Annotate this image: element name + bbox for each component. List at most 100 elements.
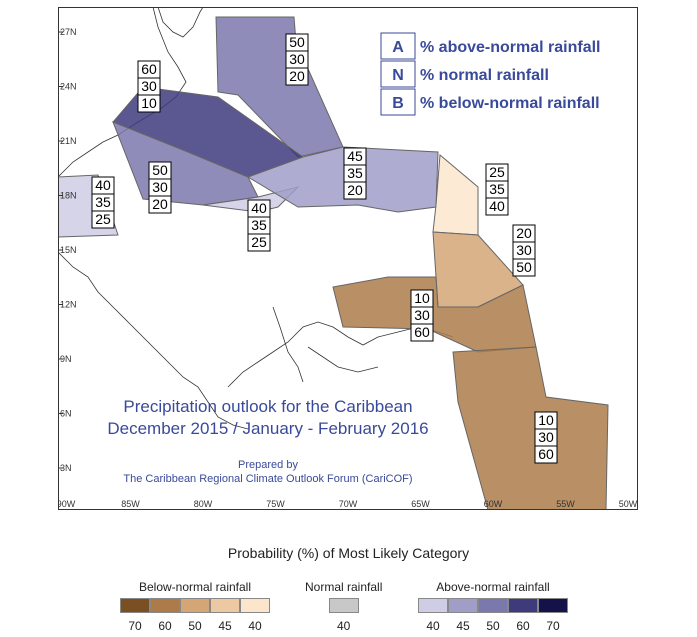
- scale-normal-label: Normal rainfall: [305, 580, 383, 594]
- category-key: A N B % above-normal rainfall % normal r…: [380, 32, 601, 116]
- title-line-1: Precipitation outlook for the Caribbean: [123, 397, 412, 416]
- longitude-ticks: 90W 85W 80W 75W 70W 65W 60W 55W 50W: [58, 499, 638, 509]
- scale-swatch: [538, 598, 568, 613]
- map-frame: 27N 24N 21N 18N 15N 12N 9N 6N 3N 90W 85W 80W 75W 70W…: [58, 7, 638, 510]
- scale-value: 50: [486, 619, 500, 633]
- prob-cell: [148, 195, 172, 214]
- scale-below-label: Below-normal rainfall: [138, 580, 252, 594]
- key-letter-above: A: [392, 39, 404, 56]
- scale-swatch: [418, 598, 448, 613]
- prob-normal: 35: [95, 194, 111, 210]
- prob-below: 10: [141, 95, 157, 111]
- scale-above-label: Above-normal rainfall: [436, 580, 550, 594]
- florida-outline: [157, 7, 204, 38]
- scale-normal: Normal rainfall 40: [305, 580, 382, 633]
- scale-swatch: [240, 598, 270, 613]
- scale-value: 40: [426, 619, 440, 633]
- map-border: [58, 7, 638, 510]
- prob-above: 40: [95, 177, 111, 193]
- prob-above: 50: [289, 34, 305, 50]
- caribbean-map: 27N 24N 21N 18N 15N 12N 9N 6N 3N 90W 85W 80W 75W 70W…: [58, 7, 638, 510]
- prob-normal: 30: [516, 242, 532, 258]
- prepared-by-org: The Caribbean Regional Climate Outlook F…: [123, 473, 412, 485]
- lat-tick-label: 15N: [60, 245, 77, 255]
- key-letter-below: B: [392, 95, 404, 112]
- prob-normal: 35: [489, 181, 505, 197]
- scale-normal-swatches: [305, 598, 382, 613]
- lat-tick-label: 9N: [60, 354, 72, 364]
- lat-tick-label: 21N: [60, 136, 77, 146]
- region-bahamas[interactable]: [215, 16, 344, 158]
- prob-above: 25: [489, 164, 505, 180]
- prob-normal: 30: [289, 51, 305, 67]
- key-text-above: % above-normal rainfall: [420, 39, 601, 56]
- prob-below: 20: [152, 196, 168, 212]
- colombia-outline: [272, 306, 304, 383]
- scale-swatch: [478, 598, 508, 613]
- scale-swatch: [150, 598, 180, 613]
- prob-below: 60: [538, 446, 554, 462]
- prob-cell: [91, 210, 115, 229]
- scale-value: 45: [218, 619, 232, 633]
- scale-above-swatches: [418, 598, 568, 613]
- prob-cell: [410, 323, 434, 342]
- prob-above: 50: [152, 162, 168, 178]
- lat-tick-label: 24N: [60, 82, 77, 92]
- key-letter-normal: N: [392, 67, 404, 84]
- scale-value: 45: [456, 619, 470, 633]
- prob-normal: 35: [251, 217, 267, 233]
- lon-tick-label: 75W: [266, 499, 285, 509]
- prob-cell: [512, 258, 536, 277]
- prob-below: 20: [347, 182, 363, 198]
- prob-above: 60: [141, 61, 157, 77]
- lon-tick-label: 80W: [194, 499, 213, 509]
- prob-cell: [343, 181, 367, 200]
- prob-below: 25: [95, 211, 111, 227]
- prob-below: 40: [489, 198, 505, 214]
- scale-swatch: [180, 598, 210, 613]
- region-southern-caribbean[interactable]: [332, 276, 537, 353]
- key-box-normal: [380, 60, 416, 88]
- lat-tick-label: 6N: [60, 409, 72, 419]
- key-box-below: [380, 88, 416, 116]
- lat-tick-label: 27N: [60, 27, 77, 37]
- scale-normal-values: 40: [305, 619, 382, 633]
- scale-value: 60: [158, 619, 172, 633]
- lon-tick-label: 85W: [121, 499, 140, 509]
- central-america-coast: [58, 251, 249, 430]
- prob-above: 10: [414, 290, 430, 306]
- region-guianas[interactable]: [452, 346, 609, 510]
- prob-normal: 30: [152, 179, 168, 195]
- scale-swatch: [328, 598, 359, 613]
- prepared-by: Prepared by: [238, 459, 298, 471]
- key-text-below: % below-normal rainfall: [420, 95, 600, 112]
- scale-swatch: [508, 598, 538, 613]
- prob-normal: 30: [141, 78, 157, 94]
- key-box-above: [380, 32, 416, 60]
- scale-value: 60: [516, 619, 530, 633]
- prob-above: 20: [516, 225, 532, 241]
- lat-tick-label: 12N: [60, 300, 77, 310]
- prob-below: 60: [414, 324, 430, 340]
- scale-value: 70: [546, 619, 560, 633]
- lon-tick-label: 90W: [58, 499, 76, 509]
- scale-above-values: 40 45 50 60 70: [418, 619, 568, 633]
- prob-cell: [247, 233, 271, 252]
- prob-normal: 30: [538, 429, 554, 445]
- scale-below-swatches: [120, 598, 270, 613]
- lat-tick-label: 3N: [60, 463, 72, 473]
- scale-swatch: [210, 598, 240, 613]
- lon-tick-label: 65W: [411, 499, 430, 509]
- prob-below: 50: [516, 259, 532, 275]
- lon-tick-label: 55W: [556, 499, 575, 509]
- prob-above: 40: [251, 200, 267, 216]
- scale-value: 40: [336, 619, 351, 633]
